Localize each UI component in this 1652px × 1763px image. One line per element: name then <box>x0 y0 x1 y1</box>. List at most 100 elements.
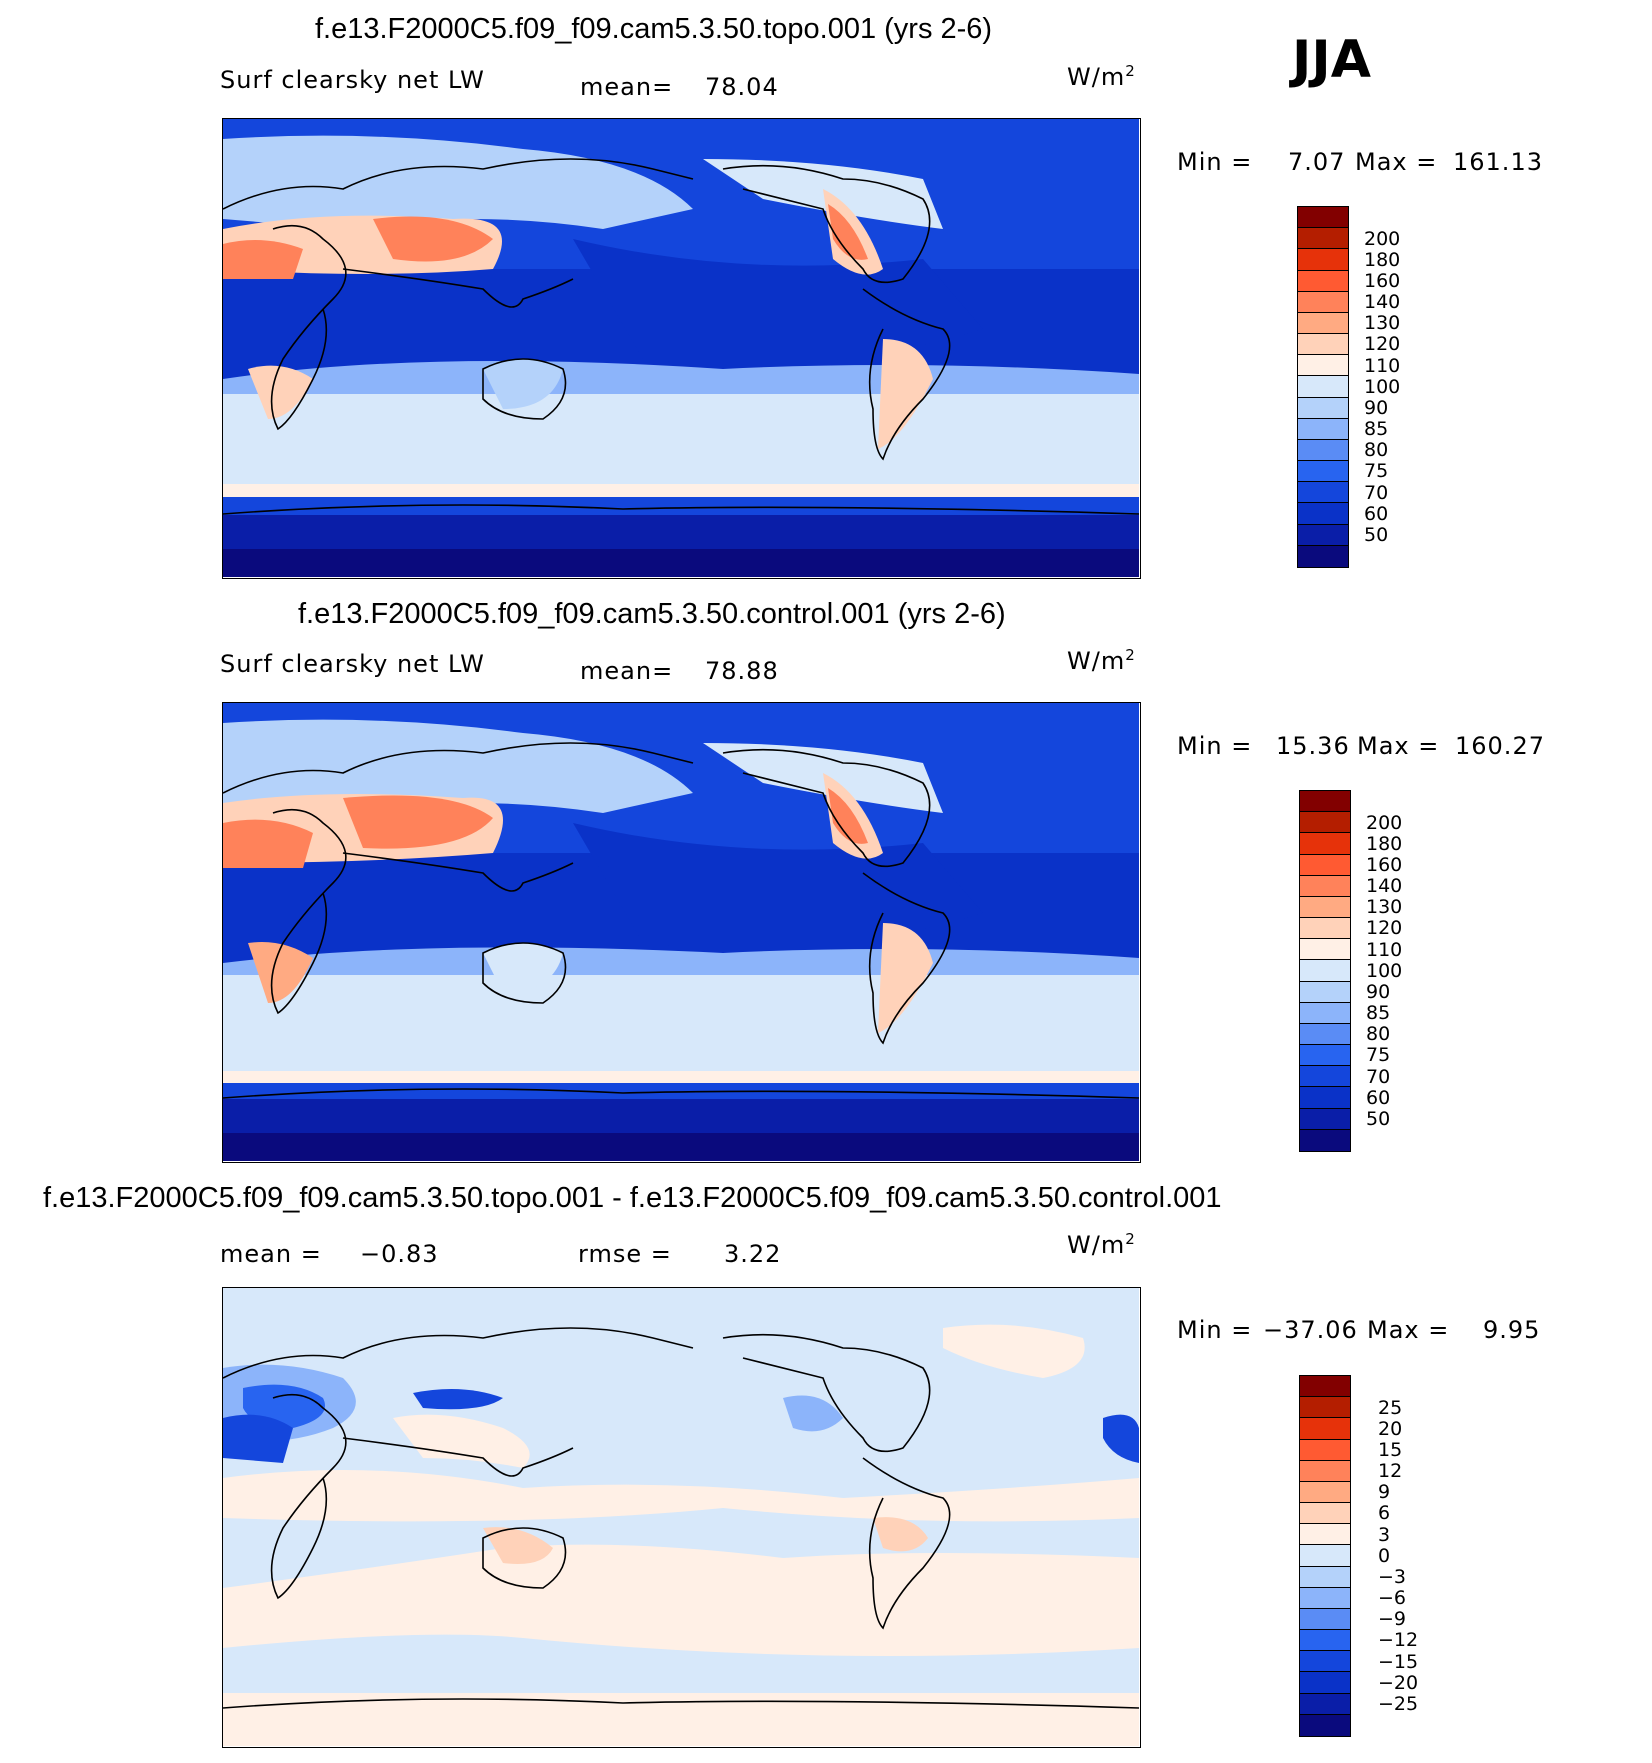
panel-2-variable: Surf clearsky net LW <box>220 650 485 678</box>
panel-2-colorbar-labels: 200 180 160 140 130 120 110 100 90 85 80 75 70 60 50 <box>1366 802 1426 1142</box>
panel-2-mean-value: 78.88 <box>705 657 779 685</box>
colorbar-label: 130 <box>1366 896 1403 919</box>
colorbar-segment <box>1298 503 1348 525</box>
colorbar-segment <box>1298 334 1348 356</box>
panel-1-min-label: Min = <box>1177 148 1253 176</box>
colorbar-segment <box>1298 355 1348 377</box>
colorbar-label: 0 <box>1378 1544 1391 1567</box>
colorbar-segment <box>1298 418 1348 440</box>
colorbar-segment <box>1300 1439 1350 1461</box>
colorbar-label: 6 <box>1378 1502 1391 1525</box>
colorbar-segment <box>1300 1524 1350 1546</box>
panel-1-mean-label: mean= <box>580 73 674 101</box>
colorbar-segment <box>1300 1608 1350 1631</box>
panel-2-colorbar <box>1299 790 1351 1152</box>
panel-2-map <box>222 702 1141 1163</box>
panel-3-min-value: −37.06 <box>1263 1316 1358 1344</box>
colorbar-segment <box>1300 812 1350 834</box>
colorbar-segment <box>1300 960 1350 982</box>
colorbar-segment <box>1298 207 1348 229</box>
colorbar-label: 120 <box>1364 333 1401 356</box>
colorbar-label: 70 <box>1364 481 1389 504</box>
colorbar-segment <box>1300 1693 1350 1715</box>
colorbar-label: 50 <box>1366 1108 1391 1130</box>
colorbar-label: −12 <box>1378 1629 1419 1652</box>
panel-2-units: W/m2 <box>1067 646 1136 675</box>
colorbar-label: 110 <box>1364 354 1401 377</box>
colorbar-label: 100 <box>1366 959 1403 982</box>
colorbar-segment <box>1300 1129 1350 1151</box>
colorbar-label: 160 <box>1364 269 1401 292</box>
colorbar-label: 140 <box>1366 875 1403 898</box>
colorbar-segment <box>1300 833 1350 855</box>
colorbar-segment <box>1300 1587 1350 1609</box>
colorbar-segment <box>1300 981 1350 1003</box>
colorbar-label: 80 <box>1366 1023 1391 1046</box>
colorbar-label: 90 <box>1364 396 1389 419</box>
colorbar-label: 12 <box>1378 1460 1403 1483</box>
colorbar-segment <box>1300 1714 1350 1736</box>
colorbar-segment <box>1300 896 1350 919</box>
panel-3-title: f.e13.F2000C5.f09_f09.cam5.3.50.topo.001… <box>43 1182 1222 1214</box>
colorbar-label: 3 <box>1378 1523 1391 1546</box>
colorbar-label: 9 <box>1378 1481 1391 1504</box>
colorbar-segment <box>1300 1087 1350 1109</box>
colorbar-label: −3 <box>1378 1565 1407 1588</box>
colorbar-segment <box>1298 376 1348 398</box>
colorbar-segment <box>1298 482 1348 504</box>
colorbar-segment <box>1300 1630 1350 1652</box>
panel-3-rmse-value: 3.22 <box>724 1240 782 1268</box>
panel-2-title: f.e13.F2000C5.f09_f09.cam5.3.50.control.… <box>298 598 1006 630</box>
colorbar-segment <box>1300 1503 1350 1525</box>
colorbar-segment <box>1300 1418 1350 1440</box>
colorbar-segment <box>1300 1481 1350 1504</box>
colorbar-label: 75 <box>1364 460 1389 483</box>
panel-3-mean-value: −0.83 <box>360 1240 439 1268</box>
colorbar-label: 60 <box>1366 1086 1391 1109</box>
colorbar-segment <box>1298 270 1348 292</box>
colorbar-segment <box>1300 1108 1350 1130</box>
colorbar-segment <box>1298 228 1348 250</box>
panel-3-max-value: 9.95 <box>1483 1316 1541 1344</box>
colorbar-segment <box>1300 1460 1350 1482</box>
panel-3-min-label: Min = <box>1177 1316 1253 1344</box>
colorbar-label: 120 <box>1366 917 1403 940</box>
colorbar-segment <box>1300 1045 1350 1067</box>
colorbar-segment <box>1298 291 1348 313</box>
colorbar-label: 85 <box>1366 1002 1391 1025</box>
colorbar-segment <box>1300 939 1350 961</box>
colorbar-label: 200 <box>1364 227 1401 250</box>
colorbar-label: 85 <box>1364 418 1389 441</box>
colorbar-label: 130 <box>1364 312 1401 335</box>
colorbar-label: 180 <box>1364 248 1401 271</box>
colorbar-label: 20 <box>1378 1417 1403 1440</box>
colorbar-label: 160 <box>1366 853 1403 876</box>
colorbar-segment <box>1300 1566 1350 1588</box>
panel-3-map <box>222 1287 1141 1748</box>
colorbar-segment <box>1298 439 1348 462</box>
colorbar-segment <box>1300 918 1350 940</box>
colorbar-segment <box>1300 1651 1350 1673</box>
colorbar-label: 90 <box>1366 980 1391 1003</box>
colorbar-segment <box>1300 875 1350 897</box>
colorbar-label: 80 <box>1364 439 1389 462</box>
panel-2-max-label: Max = <box>1357 732 1440 760</box>
panel-1-min-value: 7.07 <box>1288 148 1346 176</box>
colorbar-segment <box>1300 1002 1350 1024</box>
colorbar-segment <box>1298 461 1348 483</box>
panel-3-max-label: Max = <box>1367 1316 1450 1344</box>
colorbar-label: 180 <box>1366 832 1403 855</box>
colorbar-label: −25 <box>1378 1693 1419 1715</box>
colorbar-label: 110 <box>1366 938 1403 961</box>
colorbar-segment <box>1300 1066 1350 1088</box>
panel-1-map <box>222 118 1141 579</box>
panel-3-mean-label: mean = <box>220 1240 322 1268</box>
colorbar-segment <box>1300 791 1350 813</box>
season-label: JJA <box>1292 30 1371 90</box>
panel-1-colorbar <box>1297 206 1349 568</box>
colorbar-label: −6 <box>1378 1587 1407 1610</box>
colorbar-segment <box>1298 545 1348 567</box>
colorbar-label: 25 <box>1378 1396 1403 1419</box>
panel-2-mean-label: mean= <box>580 657 674 685</box>
colorbar-label: 15 <box>1378 1438 1403 1461</box>
